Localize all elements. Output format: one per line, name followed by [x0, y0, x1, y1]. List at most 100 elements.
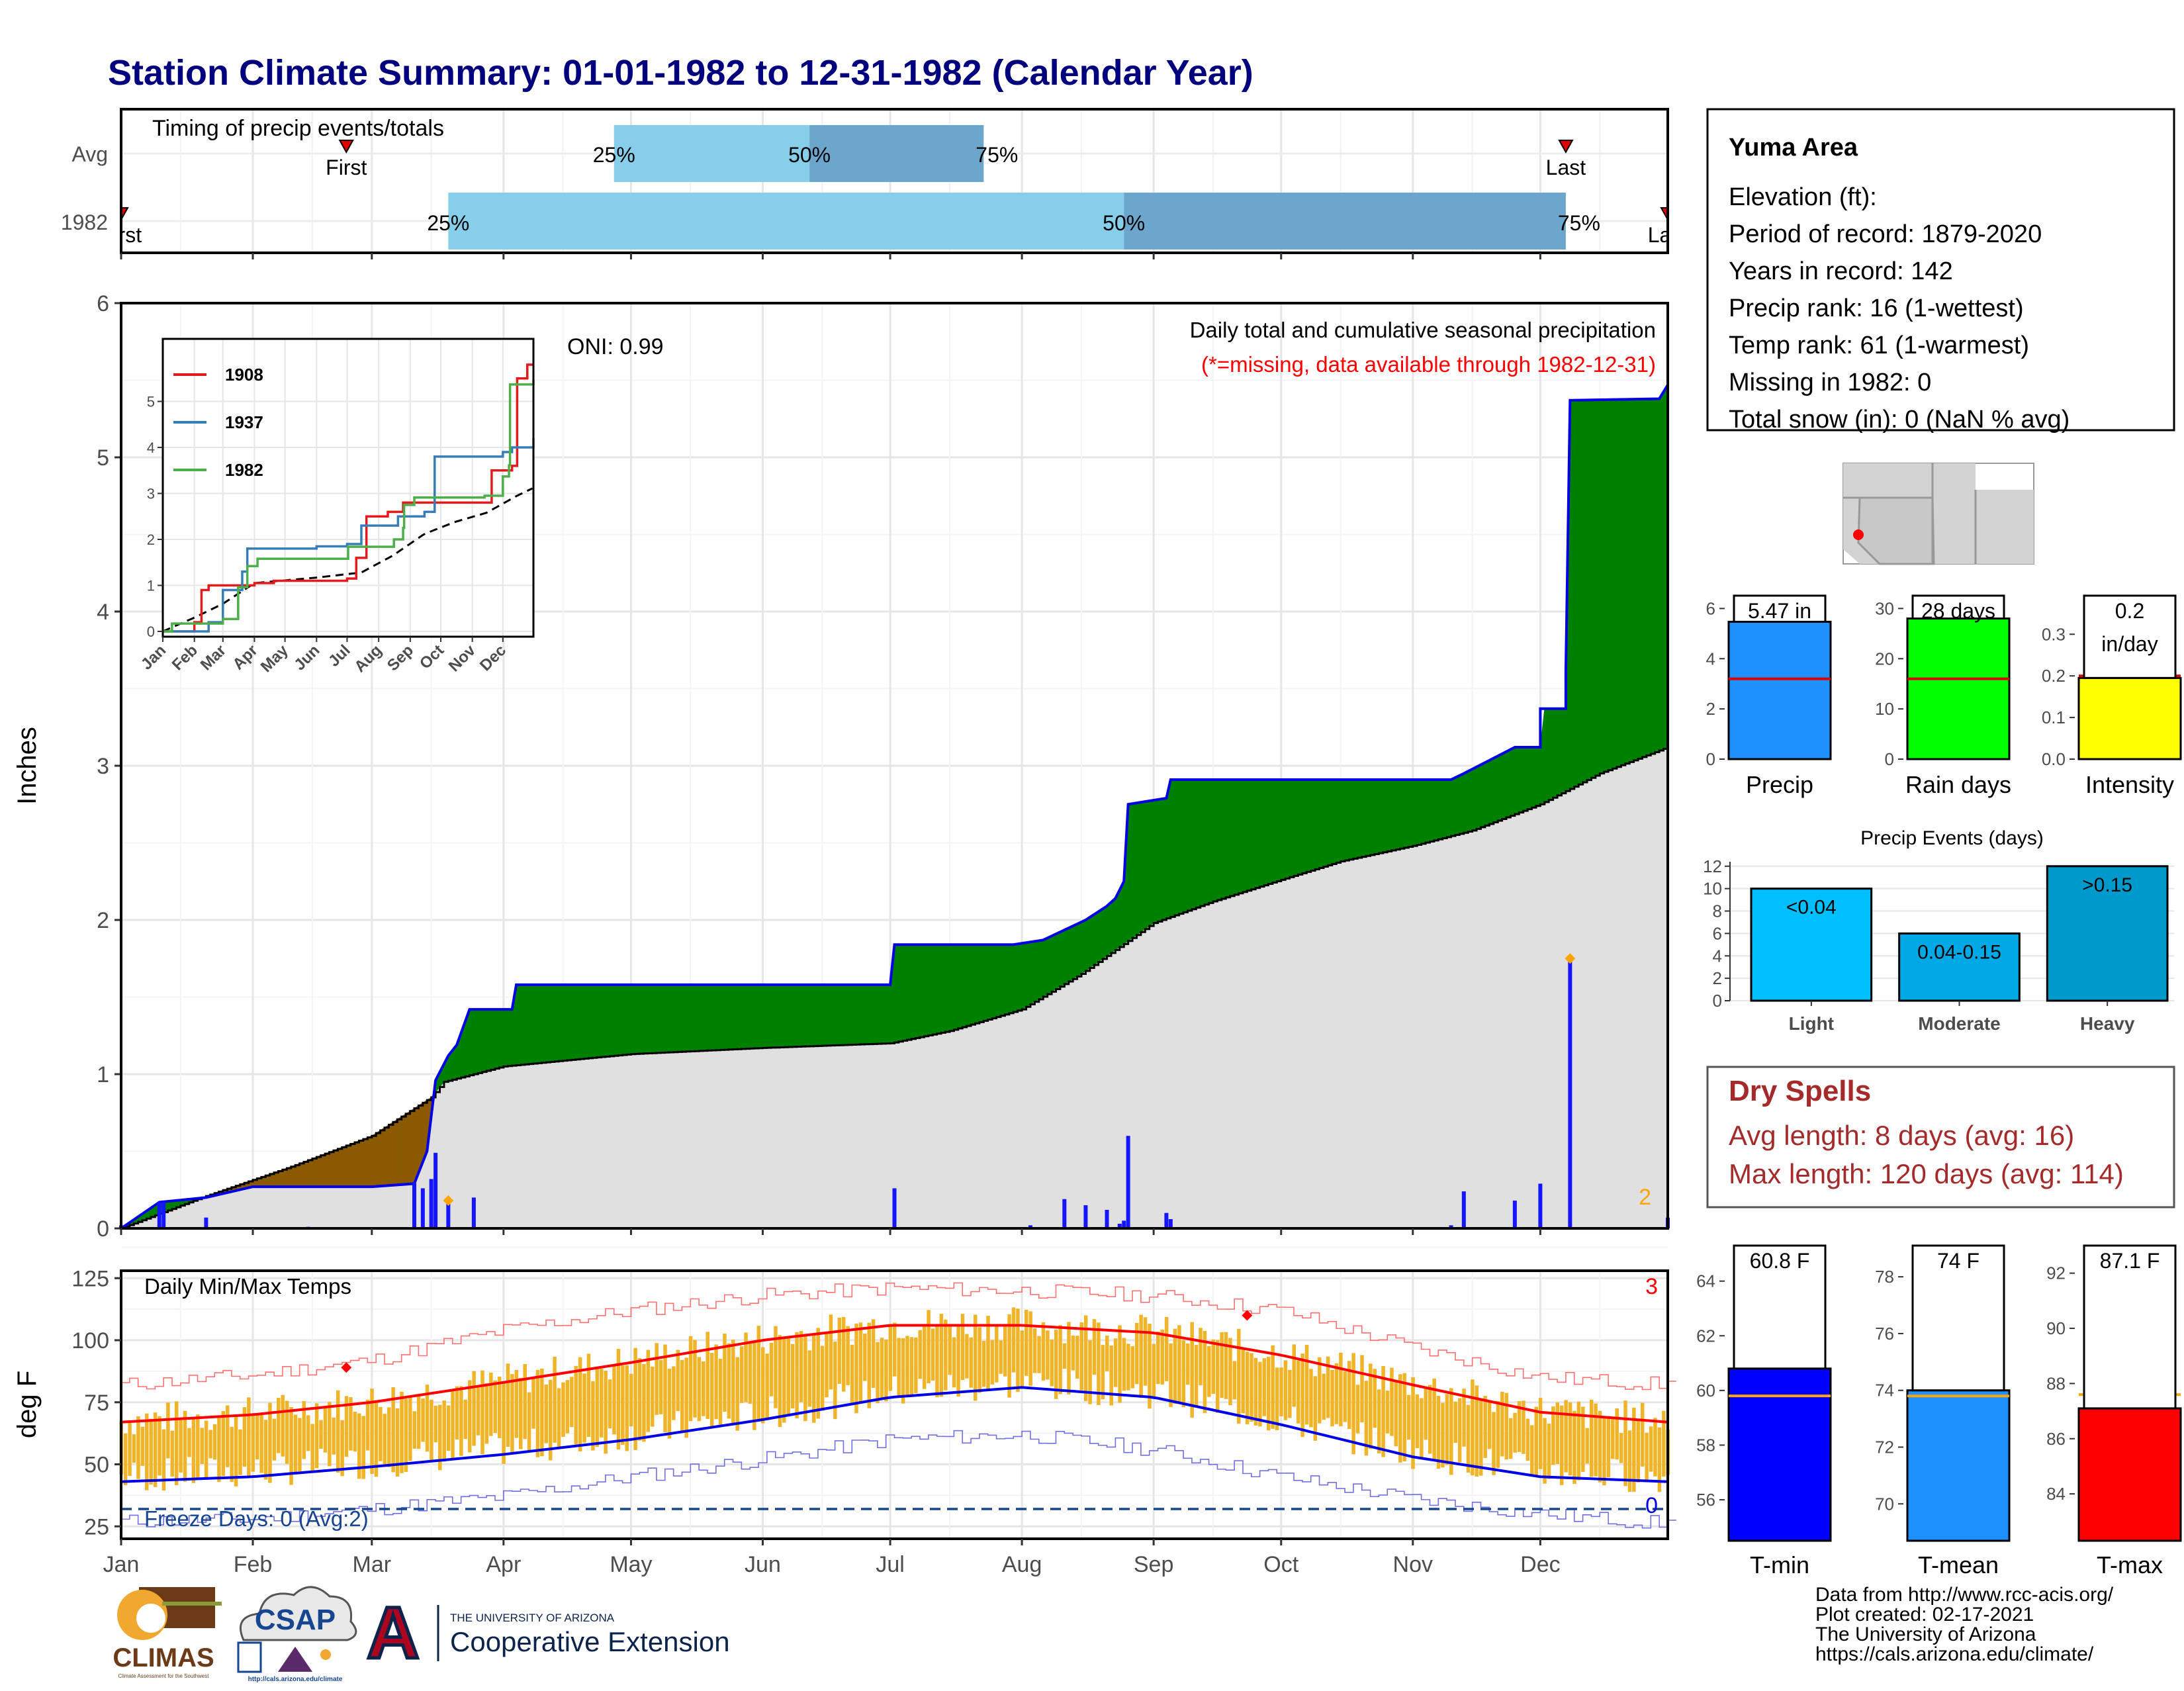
above-average-area	[567, 984, 572, 1061]
summary-category-label: T-min	[1750, 1551, 1809, 1578]
below-average-area	[410, 1107, 415, 1185]
daily-temp-bar	[973, 1314, 978, 1401]
daily-temp-bar	[616, 1349, 621, 1450]
y-tick-label: 74	[1875, 1381, 1894, 1400]
y-tick-label: 64	[1696, 1271, 1715, 1291]
above-average-area	[898, 944, 903, 1042]
above-average-area	[1136, 801, 1142, 936]
daily-temp-bar	[939, 1314, 944, 1397]
daily-precip-bar	[412, 1182, 417, 1228]
daily-temp-bar	[1097, 1322, 1101, 1405]
y-tick-label: 0	[97, 1216, 109, 1242]
y-tick-label: 2	[97, 908, 109, 933]
daily-temp-bar	[234, 1415, 238, 1486]
above-average-area	[490, 1009, 496, 1070]
daily-temp-bar	[1479, 1400, 1483, 1476]
above-average-area	[813, 984, 819, 1047]
daily-temp-bar	[625, 1365, 629, 1451]
above-average-area	[1268, 779, 1273, 885]
above-average-area	[1344, 779, 1349, 861]
above-average-area	[703, 984, 708, 1052]
timing-pct-label: 50%	[788, 143, 831, 167]
daily-temp-bar	[140, 1426, 145, 1466]
daily-temp-bar	[1594, 1403, 1598, 1477]
above-average-area	[962, 944, 968, 1028]
daily-temp-bar	[489, 1372, 493, 1436]
daily-temp-bar	[735, 1357, 739, 1431]
daily-temp-bar	[1266, 1356, 1271, 1431]
y-tick-label: 125	[71, 1266, 109, 1291]
daily-temp-bar	[748, 1342, 752, 1404]
above-average-area	[1064, 927, 1069, 985]
daily-temp-bar	[774, 1326, 778, 1408]
daily-temp-bar	[1186, 1344, 1190, 1385]
dry-spells-title: Dry Spells	[1729, 1075, 1871, 1107]
daily-temp-bar	[867, 1322, 871, 1408]
y-tick-label: 4	[97, 600, 109, 625]
x-tick-label: Jun	[745, 1552, 781, 1577]
daily-temp-bar	[166, 1402, 170, 1459]
temps-corner-count-top: 3	[1645, 1274, 1658, 1299]
daily-temp-bar	[952, 1337, 956, 1388]
above-average-area	[588, 984, 594, 1059]
daily-temp-bar	[570, 1377, 574, 1428]
above-average-area	[686, 984, 691, 1052]
daily-temp-bar	[1190, 1322, 1194, 1418]
daily-temp-bar	[1271, 1345, 1275, 1429]
above-average-area	[1128, 803, 1133, 942]
daily-temp-bar	[1194, 1345, 1199, 1408]
daily-temp-bar	[1228, 1338, 1232, 1406]
above-average-area	[499, 1009, 504, 1068]
above-average-area	[1281, 779, 1286, 880]
daily-temp-bar	[1432, 1378, 1436, 1461]
above-average-area	[779, 984, 784, 1048]
summary-value-box	[1733, 1244, 1827, 1370]
above-average-area	[1574, 400, 1579, 788]
daily-temp-bar	[153, 1412, 158, 1487]
daily-temp-bar	[1173, 1328, 1177, 1404]
daily-temp-bar	[1351, 1353, 1355, 1455]
y-tick-label: 1	[97, 1062, 109, 1087]
above-average-area	[749, 984, 755, 1049]
x-tick-label: Mar	[353, 1552, 392, 1577]
ua-line-2: Cooperative Extension	[450, 1626, 730, 1657]
above-average-area	[668, 984, 674, 1053]
above-average-area	[682, 984, 687, 1052]
daily-temp-bar	[438, 1404, 442, 1471]
above-average-area	[1323, 779, 1328, 867]
station-name: Yuma Area	[1729, 134, 1858, 161]
above-average-area	[639, 984, 645, 1054]
summary-bar	[1727, 1367, 1832, 1542]
daily-temp-bar	[531, 1377, 535, 1429]
daily-temp-bar	[1369, 1363, 1373, 1449]
daily-precip-bar	[1083, 1205, 1088, 1228]
y-tick-label: 90	[2046, 1318, 2066, 1338]
above-average-area	[975, 944, 980, 1024]
daily-temp-bar	[1253, 1357, 1258, 1426]
above-average-area	[1412, 779, 1418, 846]
daily-temp-bar	[523, 1364, 527, 1440]
daily-temp-bar	[1330, 1369, 1334, 1427]
above-average-area	[1306, 779, 1312, 872]
daily-precip-bar	[1449, 1225, 1453, 1228]
daily-temp-bar	[1394, 1380, 1398, 1447]
above-average-area	[626, 984, 631, 1055]
above-average-area	[1561, 708, 1567, 794]
daily-temp-bar	[1513, 1412, 1517, 1453]
daily-temp-bar	[795, 1332, 799, 1419]
daily-temp-bar	[1245, 1351, 1250, 1425]
y-tick-label: 0	[147, 623, 155, 640]
above-average-area	[766, 984, 772, 1048]
above-average-area	[1200, 779, 1205, 907]
daily-temp-bar	[756, 1326, 761, 1421]
daily-temp-bar	[820, 1346, 825, 1411]
above-average-area	[601, 984, 606, 1058]
below-average-area	[345, 1143, 351, 1187]
timing-marker	[338, 140, 354, 154]
daily-temp-bar	[829, 1314, 833, 1390]
above-average-area	[877, 984, 882, 1044]
daily-temp-bar	[816, 1328, 820, 1419]
daily-temp-bar	[557, 1388, 561, 1447]
above-average-area	[1187, 779, 1193, 911]
